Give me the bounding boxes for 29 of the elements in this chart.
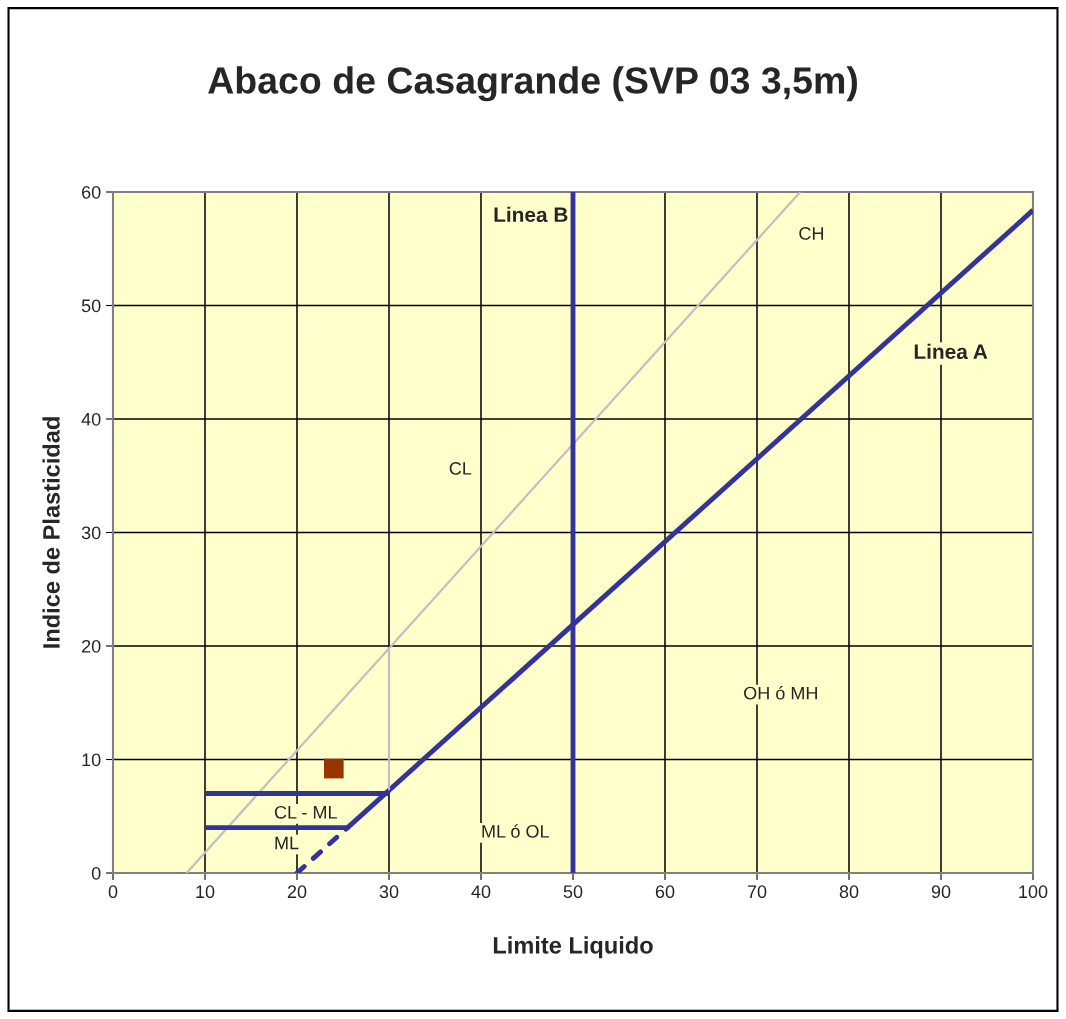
- y-tick-label: 0: [91, 866, 101, 880]
- x-tick-label: 80: [839, 885, 859, 899]
- annotation: ML ó OL: [482, 824, 549, 838]
- annotation: ML: [275, 836, 299, 850]
- y-tick-label: 40: [81, 412, 101, 426]
- chart-title: Abaco de Casagrande (SVP 03 3,5m): [208, 66, 857, 102]
- x-axis-title: Limite Liquido: [493, 936, 653, 959]
- x-tick-label: 20: [287, 885, 307, 899]
- annotation: CH: [799, 227, 824, 240]
- y-tick-label: 10: [82, 753, 101, 767]
- y-tick-label: 20: [82, 639, 101, 653]
- annotation: CL - ML: [274, 805, 337, 819]
- y-tick-label: 60: [82, 185, 101, 199]
- ref-line-label: Linea B: [494, 206, 568, 223]
- x-tick-label: 60: [655, 885, 675, 899]
- x-tick-label: 0: [108, 885, 118, 899]
- y-tick-label: 50: [81, 299, 101, 313]
- x-tick-label: 40: [471, 885, 491, 899]
- annotation: OH ó MH: [744, 686, 817, 700]
- y-axis-title: Indice de Plasticidad: [42, 417, 60, 648]
- x-tick-label: 30: [379, 885, 399, 899]
- x-tick-label: 70: [747, 885, 767, 899]
- x-tick-label: 90: [931, 885, 951, 899]
- x-tick-label: 10: [196, 885, 215, 899]
- x-tick-label: 50: [563, 885, 583, 899]
- x-tick-label: 100: [1019, 885, 1048, 899]
- y-tick-label: 30: [81, 526, 101, 540]
- series-label: Linea A: [914, 343, 988, 360]
- annotation: CL: [449, 462, 472, 475]
